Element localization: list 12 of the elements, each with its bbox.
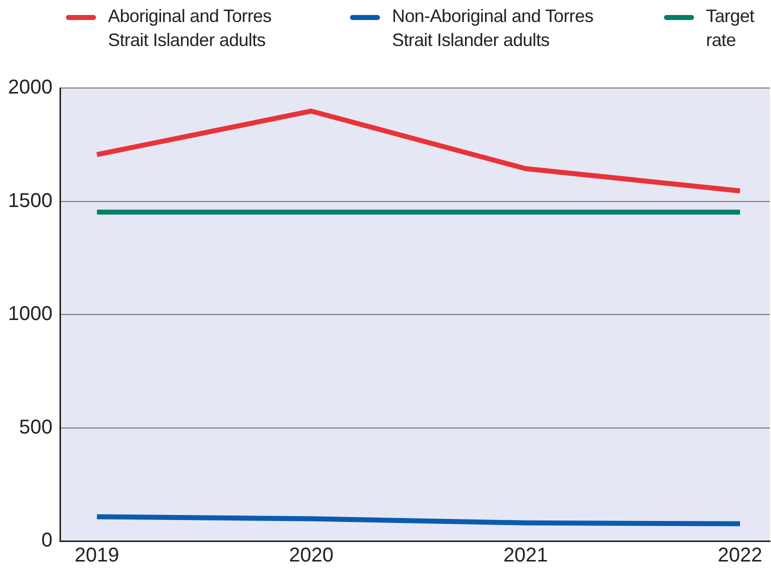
y-tick-label: 500 xyxy=(19,416,52,438)
x-tick-label: 2022 xyxy=(718,544,762,567)
x-tick-label: 2021 xyxy=(503,544,548,567)
y-tick-label: 1500 xyxy=(8,190,52,212)
y-tick-label: 1000 xyxy=(8,303,52,326)
legend-label: Non-Aboriginal and Torres Strait Islander adults xyxy=(392,5,594,52)
x-tick-label: 2020 xyxy=(289,544,334,567)
y-tick-label: 2000 xyxy=(8,76,52,99)
y-tick-label: 0 xyxy=(41,530,52,552)
x-tick-label: 2019 xyxy=(74,544,120,567)
legend-label: Aboriginal and Torres Strait Islander adults xyxy=(108,5,272,52)
legend-label: Target rate xyxy=(706,5,756,52)
